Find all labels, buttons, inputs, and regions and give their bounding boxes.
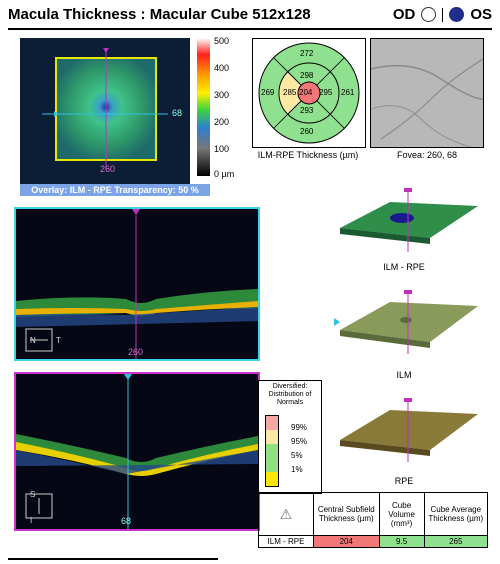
bscan-horizontal-svg: [16, 209, 258, 359]
warning-icon: ⚠: [279, 505, 293, 522]
surface-ilm-svg: [334, 290, 478, 354]
colorbar-label: 500: [214, 36, 230, 46]
bscan-vertical-svg: [16, 374, 258, 529]
header-rule: [8, 28, 492, 30]
normals-legend: Diversified: Distribution of Normals 99%…: [258, 380, 322, 494]
colorbar-label: 100: [214, 144, 230, 154]
legend-label: 95%: [291, 437, 308, 446]
legend-swatch-5: [266, 444, 278, 458]
surface-ilm[interactable]: [330, 290, 478, 354]
header-average: Cube Average Thickness (µm): [423, 492, 489, 536]
h-scan-label: 68: [172, 108, 183, 118]
etdrs-inner-top: 298: [300, 71, 314, 80]
surface-rpe-svg: [340, 398, 478, 462]
surface-ilm-rpe[interactable]: [330, 188, 478, 252]
overlay-status-bar[interactable]: Overlay: ILM - RPE Transparency: 50 %: [20, 184, 210, 196]
surface-ilm-rpe-label: ILM - RPE: [383, 262, 425, 272]
bscan-horizontal[interactable]: N T 260: [14, 207, 260, 361]
thickness-colorbar: [197, 38, 210, 176]
superior-label: S: [30, 490, 36, 499]
report-title: Macula Thickness : Macular Cube 512x128: [8, 6, 311, 23]
legend-swatch-99: [266, 416, 278, 430]
divider: [442, 7, 444, 22]
etdrs-inner-bottom: 293: [300, 106, 314, 115]
fundus-vessels-svg: [370, 39, 484, 148]
surface-ilm-label: ILM: [396, 370, 412, 380]
legend-title: Diversified: Distribution of Normals: [268, 383, 312, 406]
fundus-caption: Fovea: 260, 68: [396, 150, 458, 160]
eye-selector: OD OS: [393, 6, 492, 23]
surface-rpe[interactable]: [330, 398, 478, 462]
colorbar-label: 400: [214, 63, 230, 73]
etdrs-grid-panel: 204 298 285 295 293 272 269 261 260: [252, 38, 366, 148]
bscan-bottom-position: 68: [121, 516, 132, 526]
thickness-map-svg: [20, 38, 190, 184]
legend-swatch-95: [266, 430, 278, 444]
legend-swatch-1: [266, 472, 278, 486]
etdrs-outer-bottom: 260: [300, 127, 314, 136]
inferior-label: I: [30, 516, 33, 525]
surface-ilm-rpe-svg: [340, 188, 478, 252]
etdrs-outer-left: 269: [261, 88, 275, 97]
footer-rule: [8, 558, 218, 560]
etdrs-grid-svg: [258, 42, 360, 144]
colorbar-label: 300: [214, 90, 230, 100]
summary-table: ⚠ Central Subfield Thickness (µm) Cube V…: [258, 492, 489, 556]
value-average: 265: [423, 535, 489, 548]
fundus-image[interactable]: [370, 38, 484, 148]
bscan-vertical[interactable]: S I 68: [14, 372, 260, 531]
od-label: OD: [392, 6, 416, 23]
value-central: 204: [313, 535, 380, 548]
colorbar-label: 200: [214, 117, 230, 127]
legend-label: 99%: [291, 423, 308, 432]
header-volume: Cube Volume (mm³): [378, 492, 425, 536]
warning-cell: ⚠: [258, 492, 314, 536]
etdrs-center-value: 204: [299, 88, 313, 97]
etdrs-outer-top: 272: [300, 49, 314, 58]
temporal-label: T: [56, 336, 61, 345]
legend-swatch-column: [265, 415, 279, 487]
surface-rpe-label: RPE: [394, 476, 414, 486]
legend-swatch-mid: [266, 458, 278, 472]
etdrs-inner-left: 285: [283, 88, 297, 97]
value-volume: 9.5: [378, 535, 425, 548]
od-radio-icon[interactable]: [421, 7, 437, 22]
legend-label: 1%: [291, 465, 303, 474]
colorbar-labels: 500 400 300 200 100 0 µm: [214, 36, 250, 180]
etdrs-caption: ILM-RPE Thickness (µm): [257, 150, 359, 160]
row-label: ILM - RPE: [258, 535, 314, 548]
os-radio-icon[interactable]: [449, 7, 465, 22]
report-header: Macula Thickness : Macular Cube 512x128 …: [0, 0, 500, 30]
header-central: Central Subfield Thickness (µm): [313, 492, 380, 536]
etdrs-outer-right: 261: [341, 88, 355, 97]
etdrs-inner-right: 295: [319, 88, 333, 97]
thickness-map-thumbnail[interactable]: 68 260: [20, 38, 190, 184]
os-label: OS: [470, 6, 492, 23]
v-scan-label: 260: [100, 164, 116, 174]
nasal-label: N: [30, 336, 36, 345]
colorbar-label: 0 µm: [214, 169, 235, 179]
legend-label: 5%: [291, 451, 303, 460]
bscan-top-position: 260: [128, 347, 144, 357]
